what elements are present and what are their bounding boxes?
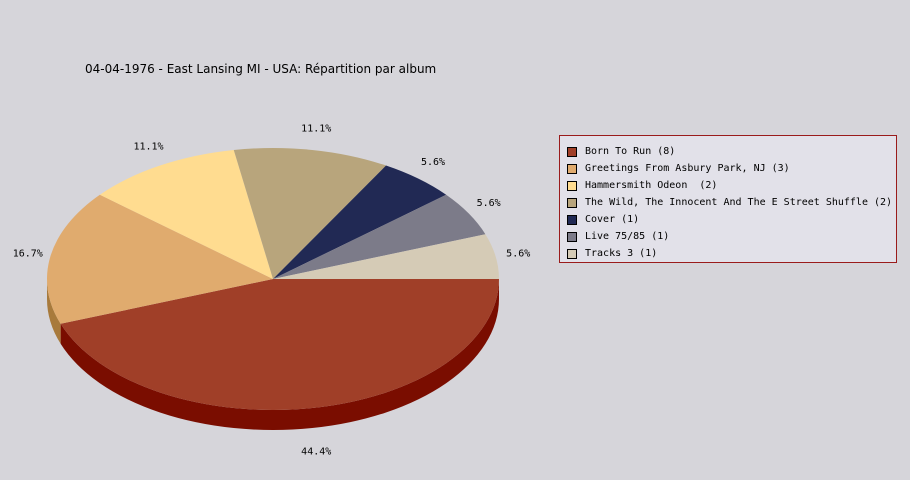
- legend-item: Live 75/85 (1): [560, 228, 896, 245]
- slice-percent-label: 5.6%: [477, 198, 501, 209]
- chart-title: 04-04-1976 - East Lansing MI - USA: Répa…: [85, 62, 437, 76]
- pie-side-1: [47, 279, 61, 344]
- pie-slice-2: [99, 149, 274, 279]
- legend-swatch: [567, 214, 577, 225]
- legend-label: The Wild, The Innocent And The E Street …: [585, 197, 893, 208]
- pie-slice-1: [46, 194, 274, 324]
- legend-swatch: [567, 197, 577, 208]
- legend-item: Greetings From Asbury Park, NJ (3): [560, 160, 896, 177]
- pie-percent-labels: 44.4% 16.7% 11.1% 11.1% 5.6% 5.6% 5.6%: [13, 123, 531, 457]
- pie-slice-5: [273, 194, 486, 279]
- legend-label: Cover (1): [585, 214, 640, 225]
- pie-slice-3: [233, 148, 386, 279]
- legend-swatch: [567, 146, 577, 157]
- legend-label: Greetings From Asbury Park, NJ (3): [585, 163, 790, 174]
- slice-percent-label: 11.1%: [133, 142, 163, 153]
- pie-slices: [46, 148, 499, 410]
- legend-label: Live 75/85 (1): [585, 231, 670, 242]
- slice-percent-label: 11.1%: [301, 123, 331, 134]
- pie-side-0: [60, 279, 499, 430]
- legend-item: Cover (1): [560, 211, 896, 228]
- pie-slice-6: [273, 234, 499, 279]
- pie-slice-0: [60, 279, 499, 410]
- legend-item: Tracks 3 (1): [560, 245, 896, 262]
- slice-percent-label: 16.7%: [13, 248, 43, 259]
- pie-depth: [47, 279, 499, 430]
- pie-slice-4: [273, 165, 447, 279]
- legend-label: Born To Run (8): [585, 146, 676, 157]
- legend-swatch: [567, 248, 577, 259]
- legend: Born To Run (8) Greetings From Asbury Par…: [559, 135, 897, 263]
- legend-label: Tracks 3 (1): [585, 248, 658, 259]
- slice-percent-label: 5.6%: [506, 248, 530, 259]
- slice-percent-label: 5.6%: [421, 157, 445, 168]
- legend-swatch: [567, 180, 577, 191]
- legend-label: Hammersmith Odeon (2): [585, 180, 718, 191]
- legend-item: Born To Run (8): [560, 143, 896, 160]
- legend-item: Hammersmith Odeon (2): [560, 177, 896, 194]
- slice-percent-label: 44.4%: [301, 447, 331, 458]
- legend-swatch: [567, 231, 577, 242]
- legend-swatch: [567, 163, 577, 174]
- legend-item: The Wild, The Innocent And The E Street …: [560, 194, 896, 211]
